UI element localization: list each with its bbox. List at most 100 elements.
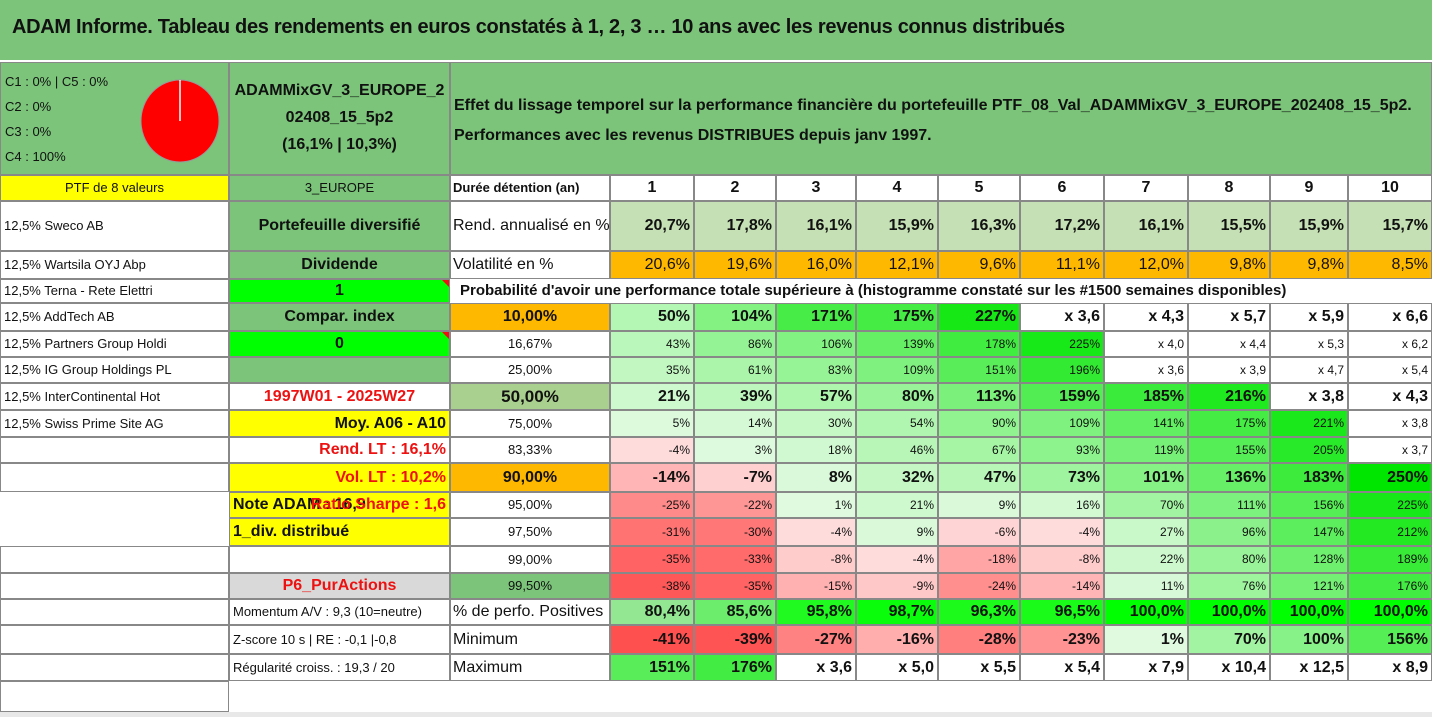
max-value: x 8,9 — [1348, 654, 1432, 681]
holding-name: 12,5% Swiss Prime Site AG — [0, 410, 229, 437]
probability-value: x 3,6 — [1020, 303, 1104, 331]
rend-lt: Rend. LT : 16,1% — [229, 437, 450, 463]
probability-value: x 3,8 — [1270, 383, 1348, 410]
composition-line: C4 : 100% — [5, 149, 66, 164]
adam-note: Note ADAM : 16,9 — [229, 492, 450, 518]
probability-value: -4% — [1020, 518, 1104, 546]
probability-value: 178% — [938, 331, 1020, 357]
probability-value: 76% — [1188, 573, 1270, 599]
probability-value: 155% — [1188, 437, 1270, 463]
pos-value: 98,7% — [856, 599, 938, 625]
description-line: Effet du lissage temporel sur la perform… — [454, 97, 1412, 114]
portfolio-name-line: 02408_15_5p2 — [285, 109, 394, 126]
ptf-header: PTF de 8 valeurs — [0, 175, 229, 201]
empty-cell — [0, 546, 229, 573]
probability-title: Probabilité d'avoir une performance tota… — [460, 282, 1287, 299]
probability-value: -7% — [694, 463, 776, 492]
composition-panel: C1 : 0% | C5 : 0% C2 : 0% C3 : 0% C4 : 1… — [0, 62, 229, 175]
probability-level: 50,00% — [450, 383, 610, 410]
min-value: -27% — [776, 625, 856, 654]
probability-value: -9% — [856, 573, 938, 599]
probability-value: 22% — [1104, 546, 1188, 573]
compar-index-label: Compar. index — [229, 303, 450, 331]
probability-value: 196% — [1020, 357, 1104, 383]
probability-value: 111% — [1188, 492, 1270, 518]
year-header: 2 — [694, 175, 776, 201]
vol-value: 11,1% — [1020, 251, 1104, 279]
probability-value: x 5,9 — [1270, 303, 1348, 331]
probability-value: 189% — [1348, 546, 1432, 573]
probability-value: 18% — [776, 437, 856, 463]
probability-value: 175% — [1188, 410, 1270, 437]
probability-value: 43% — [610, 331, 694, 357]
probability-value: 70% — [1104, 492, 1188, 518]
probability-level: 97,50% — [450, 518, 610, 546]
empty-cell — [0, 681, 229, 712]
composition-line: C2 : 0% — [5, 99, 52, 114]
rend-value: 16,1% — [1104, 201, 1188, 251]
max-value: 176% — [694, 654, 776, 681]
probability-value: 3% — [694, 437, 776, 463]
max-value: x 7,9 — [1104, 654, 1188, 681]
probability-value: x 6,2 — [1348, 331, 1432, 357]
pos-value: 100,0% — [1270, 599, 1348, 625]
empty-cell — [0, 625, 229, 654]
probability-value: x 5,3 — [1270, 331, 1348, 357]
max-value: x 5,5 — [938, 654, 1020, 681]
holding-name: 12,5% Partners Group Holdi — [0, 331, 229, 357]
min-value: 1% — [1104, 625, 1188, 654]
vol-value: 12,1% — [856, 251, 938, 279]
probability-value: 221% — [1270, 410, 1348, 437]
year-header: 3 — [776, 175, 856, 201]
probability-value: 205% — [1270, 437, 1348, 463]
min-value: 70% — [1188, 625, 1270, 654]
momentum: Momentum A/V : 9,3 (10=neutre) — [229, 599, 450, 625]
bottom-border — [0, 712, 1432, 717]
probability-value: 80% — [1188, 546, 1270, 573]
probability-value: 54% — [856, 410, 938, 437]
probability-value: x 4,3 — [1104, 303, 1188, 331]
probability-value: 67% — [938, 437, 1020, 463]
probability-value: -4% — [610, 437, 694, 463]
probability-value: -25% — [610, 492, 694, 518]
vol-value: 12,0% — [1104, 251, 1188, 279]
probability-value: 61% — [694, 357, 776, 383]
vol-lt: Vol. LT : 10,2% — [229, 463, 450, 492]
probability-value: 35% — [610, 357, 694, 383]
max-value: x 5,0 — [856, 654, 938, 681]
year-header: 5 — [938, 175, 1020, 201]
year-header: 7 — [1104, 175, 1188, 201]
probability-level: 95,00% — [450, 492, 610, 518]
probability-value: 47% — [938, 463, 1020, 492]
probability-value: x 4,4 — [1188, 331, 1270, 357]
probability-value: 9% — [938, 492, 1020, 518]
probability-value: 80% — [856, 383, 938, 410]
probability-value: -8% — [1020, 546, 1104, 573]
probability-value: 136% — [1188, 463, 1270, 492]
probability-value: 30% — [776, 410, 856, 437]
portfolio-stats: (16,1% | 10,3%) — [282, 136, 397, 153]
description-line: Performances avec les revenus DISTRIBUES… — [454, 127, 932, 144]
probability-value: 109% — [1020, 410, 1104, 437]
probability-value: 139% — [856, 331, 938, 357]
composition-line: C3 : 0% — [5, 124, 52, 139]
rend-value: 17,8% — [694, 201, 776, 251]
dividend-label: Dividende — [229, 251, 450, 279]
composition-line: C1 : 0% | C5 : 0% — [5, 74, 109, 89]
max-value: x 3,6 — [776, 654, 856, 681]
probability-value: 156% — [1270, 492, 1348, 518]
probability-value: 83% — [776, 357, 856, 383]
portfolio-name: ADAMMixGV_3_EUROPE_2 02408_15_5p2 (16,1%… — [229, 62, 450, 175]
page-title: ADAM Informe. Tableau des rendements en … — [0, 0, 1432, 62]
empty-cell — [0, 654, 229, 681]
probability-value: 57% — [776, 383, 856, 410]
probability-value: 9% — [856, 518, 938, 546]
probability-value: 225% — [1348, 492, 1432, 518]
min-value: -23% — [1020, 625, 1104, 654]
period-range: 1997W01 - 2025W27 — [229, 383, 450, 410]
dividend-value: 1 — [229, 279, 450, 303]
probability-value: 106% — [776, 331, 856, 357]
rend-value: 15,5% — [1188, 201, 1270, 251]
probability-level: 90,00% — [450, 463, 610, 492]
probability-value: 171% — [776, 303, 856, 331]
